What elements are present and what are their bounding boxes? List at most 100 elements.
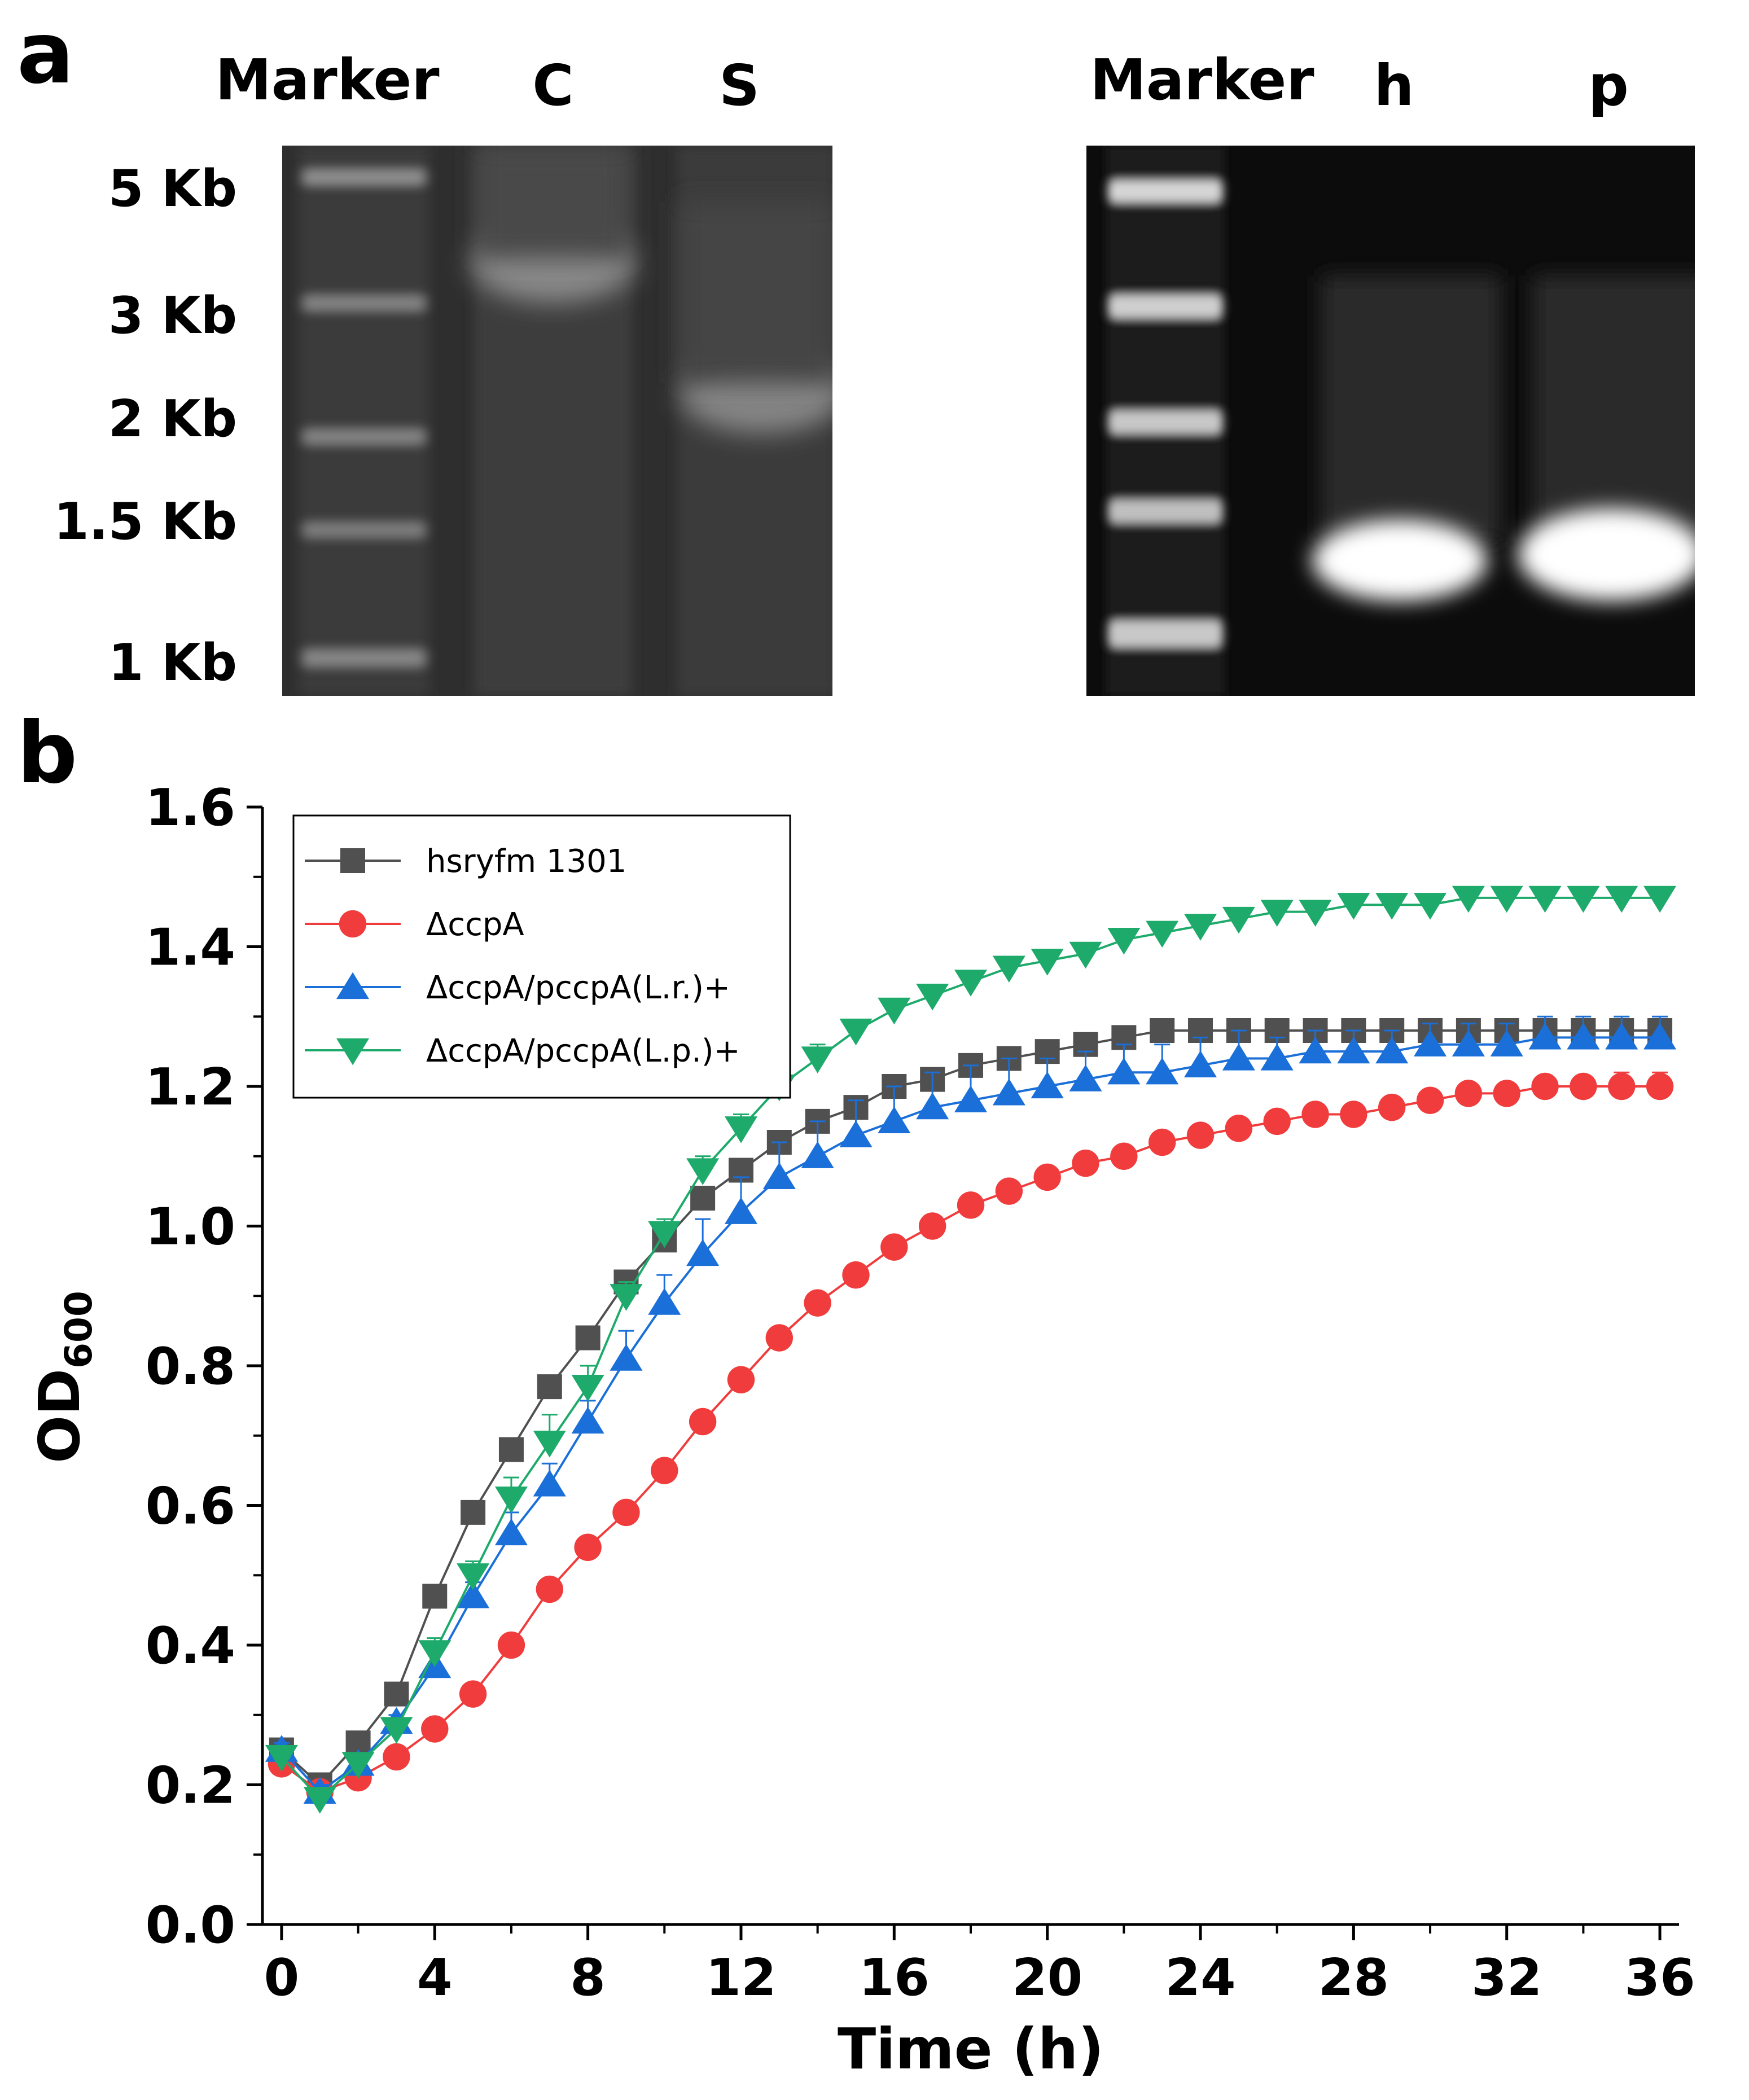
data-point xyxy=(1340,1101,1367,1128)
data-point xyxy=(1301,1101,1329,1128)
data-point xyxy=(1222,906,1255,934)
marker-size-1kb: 1 Kb xyxy=(108,633,237,692)
y-tick-label: 1.0 xyxy=(146,1198,235,1257)
marker-size-1-5kb: 1.5 Kb xyxy=(54,492,237,551)
data-point xyxy=(839,1120,873,1147)
data-point xyxy=(648,1288,681,1315)
data-point xyxy=(533,1431,566,1458)
data-point xyxy=(498,1437,524,1462)
y-tick-label: 1.4 xyxy=(146,918,235,977)
y-axis-title: OD600 xyxy=(27,1291,100,1463)
data-point xyxy=(1414,893,1447,920)
chart-series-layer xyxy=(265,885,1677,1814)
y-tick-label: 1.2 xyxy=(146,1058,235,1117)
data-point xyxy=(497,1631,525,1659)
data-point xyxy=(494,1518,528,1546)
data-point xyxy=(1183,914,1217,941)
data-point xyxy=(878,1106,911,1133)
data-point xyxy=(842,1261,870,1289)
data-point xyxy=(1299,1036,1332,1064)
legend-item: ΔccpA/pccpA(L.p.)+ xyxy=(305,1033,740,1069)
data-point xyxy=(1183,1050,1217,1077)
y-tick-label: 0.4 xyxy=(146,1616,235,1676)
left-gel-lane-c xyxy=(471,146,635,696)
data-point xyxy=(1107,1057,1141,1085)
data-point xyxy=(1643,1022,1677,1050)
data-point xyxy=(574,1533,602,1561)
data-point xyxy=(1107,928,1141,955)
growth-curve-chart: 0.0 0.2 0.4 0.6 0.8 1.0 1.2 1.4 1.6 0 4 8 12 16 20 24 28… xyxy=(27,778,1695,2082)
y-axis-title-main: OD xyxy=(27,1369,93,1463)
data-point xyxy=(1186,1121,1215,1149)
y-tick-label: 0.6 xyxy=(146,1477,235,1536)
gel-image-right xyxy=(1086,146,1695,696)
series-line xyxy=(280,1036,1660,1794)
data-point xyxy=(457,1563,490,1590)
legend-label: hsryfm 1301 xyxy=(426,843,626,880)
y-tick-label: 0.0 xyxy=(146,1896,235,1955)
y-tick-label: 0.8 xyxy=(146,1337,235,1396)
gel-left-lane-label-marker: Marker xyxy=(215,47,440,113)
data-point xyxy=(610,1344,643,1371)
x-tick-label: 28 xyxy=(1318,1948,1389,2007)
data-point xyxy=(422,1584,448,1609)
data-point xyxy=(1260,900,1294,927)
data-point xyxy=(1528,885,1562,913)
legend-marker xyxy=(339,910,367,938)
data-point xyxy=(839,1018,873,1046)
data-point xyxy=(992,1078,1025,1106)
data-point xyxy=(1260,1044,1294,1071)
legend-marker xyxy=(340,848,365,873)
data-point xyxy=(727,1366,755,1393)
data-point xyxy=(1337,893,1370,920)
data-point xyxy=(1531,1072,1559,1101)
x-axis-title: Time (h) xyxy=(838,2016,1104,2082)
chart-tick-labels: 0.0 0.2 0.4 0.6 0.8 1.0 1.2 1.4 1.6 0 4 8 12 16 20 24 28… xyxy=(146,778,1695,2007)
data-point xyxy=(1110,1142,1138,1170)
data-point xyxy=(536,1575,563,1603)
gel-right-lane-label-marker: Marker xyxy=(1090,47,1314,113)
data-point xyxy=(1222,1044,1255,1071)
series-1 xyxy=(268,1071,1674,1806)
data-point xyxy=(341,1752,375,1779)
panel-b-letter: b xyxy=(17,704,78,803)
data-point xyxy=(957,1191,985,1219)
data-point xyxy=(461,1500,486,1525)
left-gel-lane-s xyxy=(677,146,832,696)
gel-left-lane-label-c: C xyxy=(532,52,574,119)
series-0 xyxy=(269,1018,1673,1798)
data-point xyxy=(1528,1022,1562,1050)
data-point xyxy=(1605,885,1638,913)
legend-marker xyxy=(336,1038,370,1066)
x-tick-label: 36 xyxy=(1624,1948,1695,2007)
marker-size-5kb: 5 Kb xyxy=(108,159,237,218)
data-point xyxy=(612,1498,640,1527)
legend-item: ΔccpA/pccpA(L.r.)+ xyxy=(305,970,730,1006)
data-point xyxy=(689,1408,717,1436)
data-point xyxy=(1643,885,1677,913)
data-point xyxy=(804,1289,831,1317)
data-point xyxy=(1490,885,1523,913)
data-point xyxy=(1148,1128,1176,1156)
data-point xyxy=(1375,1036,1409,1064)
data-point xyxy=(494,1487,528,1514)
data-point xyxy=(1416,1086,1444,1114)
data-point xyxy=(878,997,911,1025)
gel-left-lane-label-s: S xyxy=(718,52,760,119)
data-point xyxy=(954,1085,988,1112)
data-point xyxy=(1605,1022,1638,1050)
data-point xyxy=(801,1046,834,1073)
data-point xyxy=(1567,1022,1600,1050)
data-point xyxy=(1452,1029,1485,1056)
data-point xyxy=(1608,1072,1636,1101)
data-point xyxy=(1567,885,1600,913)
data-point xyxy=(918,1212,946,1240)
data-point xyxy=(459,1680,487,1708)
legend-item: ΔccpA xyxy=(305,906,524,943)
data-point xyxy=(457,1581,490,1608)
data-point xyxy=(1378,1093,1406,1121)
data-point xyxy=(421,1715,449,1743)
data-point xyxy=(1031,1071,1064,1099)
data-point xyxy=(384,1681,409,1707)
right-gel-lane-p xyxy=(1518,275,1695,601)
